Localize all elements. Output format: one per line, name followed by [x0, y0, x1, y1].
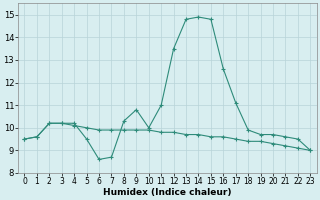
- X-axis label: Humidex (Indice chaleur): Humidex (Indice chaleur): [103, 188, 232, 197]
